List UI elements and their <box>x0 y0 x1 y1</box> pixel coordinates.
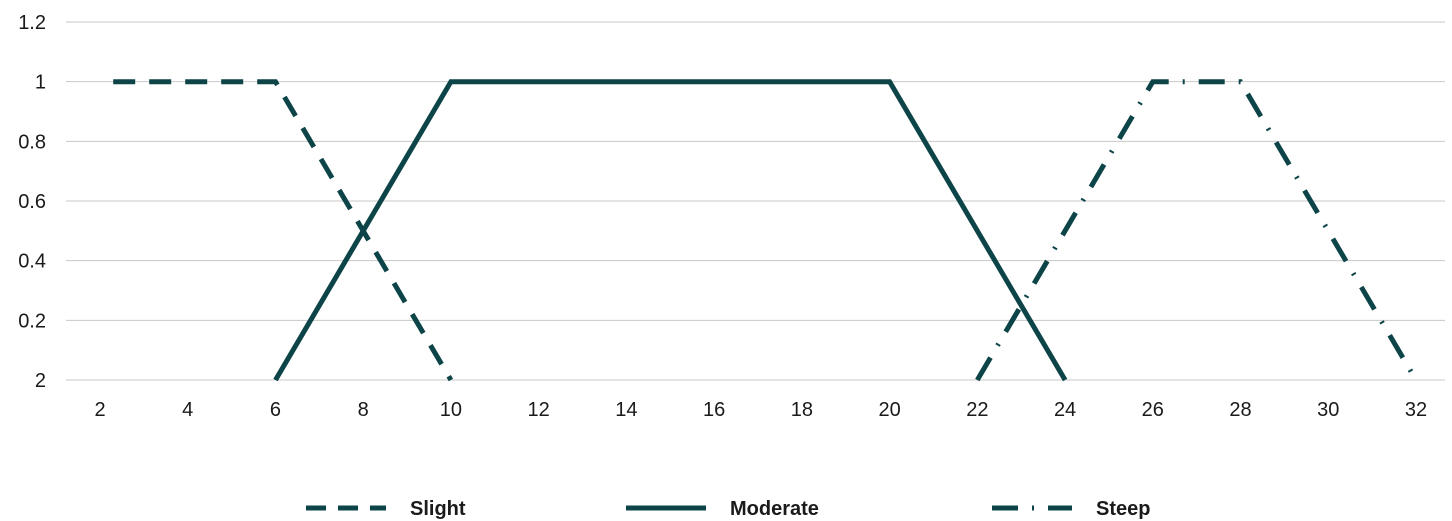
y-tick-label: 0.6 <box>18 191 46 213</box>
y-tick-label: 2 <box>35 370 46 392</box>
legend-label-moderate: Moderate <box>730 498 819 520</box>
series-lines <box>113 79 1419 382</box>
grid-lines <box>66 21 1445 381</box>
x-tick-label: 12 <box>528 399 550 421</box>
y-tick-label: 0.8 <box>18 131 46 153</box>
x-tick-label: 32 <box>1405 399 1427 421</box>
x-tick-label: 10 <box>440 399 462 421</box>
x-tick-label: 22 <box>966 399 988 421</box>
x-tick-label: 4 <box>182 399 193 421</box>
legend: Slight Moderate Steep <box>306 498 1150 520</box>
legend-label-slight: Slight <box>410 498 466 520</box>
x-tick-label: 8 <box>358 399 369 421</box>
legend-label-steep: Steep <box>1096 498 1150 520</box>
x-tick-label: 2 <box>94 399 105 421</box>
x-tick-label: 6 <box>270 399 281 421</box>
x-tick-label: 14 <box>615 399 637 421</box>
x-tick-label: 20 <box>878 399 900 421</box>
x-tick-label: 28 <box>1229 399 1251 421</box>
x-axis: 2 4 6 8 10 12 14 16 18 20 22 24 26 28 30 32 <box>94 399 1427 421</box>
x-tick-label: 26 <box>1142 399 1164 421</box>
series-line-slight <box>113 79 454 382</box>
x-tick-label: 30 <box>1317 399 1339 421</box>
y-tick-label: 0.4 <box>18 251 46 273</box>
y-axis: 2 0.2 0.4 0.6 0.8 1 1.2 <box>18 12 46 392</box>
y-tick-label: 0.2 <box>18 310 46 332</box>
y-tick-label: 1 <box>35 72 46 94</box>
y-tick-label: 1.2 <box>18 12 46 34</box>
x-tick-label: 16 <box>703 399 725 421</box>
x-tick-label: 18 <box>791 399 813 421</box>
series-line-steep <box>975 79 1419 382</box>
series-line-moderate <box>273 79 1068 382</box>
x-tick-label: 24 <box>1054 399 1076 421</box>
